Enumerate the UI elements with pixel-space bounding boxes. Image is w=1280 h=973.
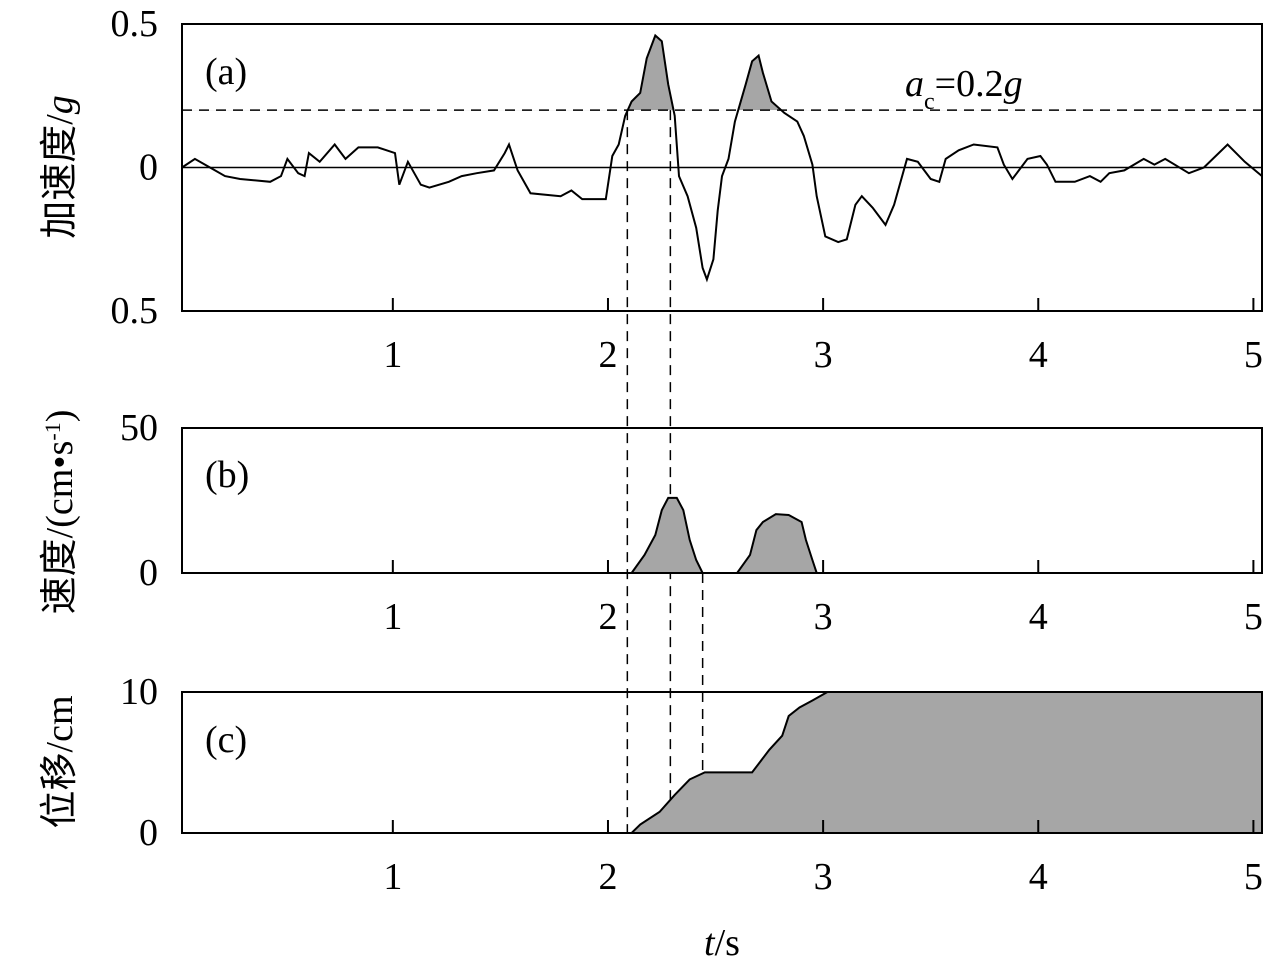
data-line xyxy=(182,496,1262,574)
x-axis-label-part: t xyxy=(704,922,716,964)
x-tick-label: 3 xyxy=(814,856,833,898)
x-tick-label: 5 xyxy=(1244,596,1263,638)
x-tick-label: 4 xyxy=(1029,856,1048,898)
shaded-area xyxy=(182,497,1262,573)
y-tick-label: 50 xyxy=(120,407,158,449)
x-axis-label-part: /s xyxy=(715,922,740,964)
y-tick-label: 0.5 xyxy=(111,3,159,45)
threshold-label-part: =0.2 xyxy=(935,63,1004,105)
y-axis-label-part: 位移/cm xyxy=(39,696,81,829)
x-tick-label: 4 xyxy=(1029,334,1048,376)
y-axis-label-part: 加速度/ xyxy=(39,114,81,239)
x-tick-label: 1 xyxy=(383,856,402,898)
plot-frame xyxy=(181,691,1263,834)
panel-label: (b) xyxy=(205,454,249,496)
x-tick-label: 3 xyxy=(814,596,833,638)
y-tick-label: 0 xyxy=(139,812,158,854)
y-axis-label-part: g xyxy=(39,95,81,114)
x-tick-label: 3 xyxy=(814,334,833,376)
panel-label: (c) xyxy=(205,719,247,761)
panel-label: (a) xyxy=(205,51,247,93)
x-tick-label: 4 xyxy=(1029,596,1048,638)
x-tick-label: 1 xyxy=(383,596,402,638)
x-tick-label: 2 xyxy=(598,596,617,638)
y-axis-label: 位移/cm xyxy=(39,696,81,829)
plot-frame xyxy=(181,427,1263,574)
y-tick-label: 0 xyxy=(139,552,158,594)
x-tick-label: 5 xyxy=(1244,334,1263,376)
y-tick-label: 10 xyxy=(120,671,158,713)
y-tick-label: 0.5 xyxy=(111,290,159,332)
x-tick-label: 2 xyxy=(598,334,617,376)
x-tick-label: 5 xyxy=(1244,856,1263,898)
x-tick-label: 1 xyxy=(383,334,402,376)
threshold-label-part: a xyxy=(905,63,924,105)
y-axis-label: 速度/(cm•s-1) xyxy=(39,410,81,615)
threshold-label-part: c xyxy=(924,89,935,115)
x-tick-label: 2 xyxy=(598,856,617,898)
shaded-area xyxy=(182,692,1262,833)
threshold-label: ac=0.2g xyxy=(905,63,1023,115)
y-axis-label: 加速度/g xyxy=(39,95,81,239)
y-axis-label-part: ) xyxy=(39,410,81,423)
shaded-area xyxy=(627,35,782,111)
y-axis-label-part: -1 xyxy=(40,422,65,440)
data-line xyxy=(182,691,1262,834)
data-line xyxy=(181,33,1263,283)
threshold-label-part: g xyxy=(1004,63,1023,105)
y-tick-label: 0 xyxy=(139,147,158,189)
y-axis-label-part: 速度/(cm•s xyxy=(39,441,81,615)
x-axis-label: t/s xyxy=(704,922,740,964)
